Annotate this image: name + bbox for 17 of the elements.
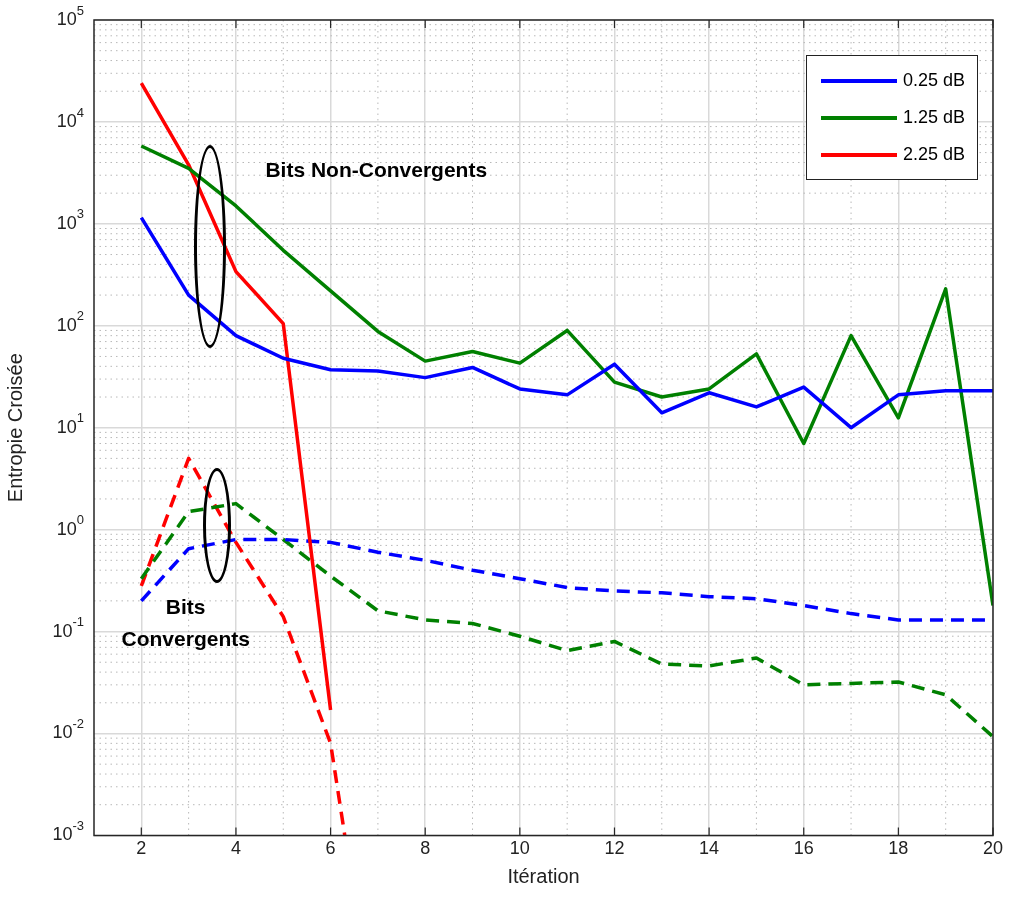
x-tick-label: 20 bbox=[982, 838, 1004, 859]
y-axis-title: Entropie Croisée bbox=[3, 353, 26, 503]
x-tick-label: 16 bbox=[793, 838, 814, 859]
x-tick-label: 6 bbox=[325, 838, 336, 859]
x-tick-label: 4 bbox=[230, 838, 241, 859]
x-tick-label: 14 bbox=[699, 838, 720, 859]
x-tick-label: 18 bbox=[888, 838, 909, 859]
legend-label: 1.25 dB bbox=[902, 107, 965, 128]
x-tick-label: 10 bbox=[509, 838, 530, 859]
x-tick-label: 12 bbox=[604, 838, 625, 859]
annotation: Bits Convergents bbox=[121, 595, 250, 651]
x-axis-title: Itération bbox=[507, 864, 580, 887]
legend-label: 2.25 dB bbox=[902, 144, 965, 165]
x-tick-label: 8 bbox=[420, 838, 431, 859]
legend-label: 0.25 dB bbox=[902, 70, 965, 91]
annotation: Bits Non-Convergents bbox=[265, 158, 488, 182]
x-tick-label: 2 bbox=[136, 838, 147, 859]
